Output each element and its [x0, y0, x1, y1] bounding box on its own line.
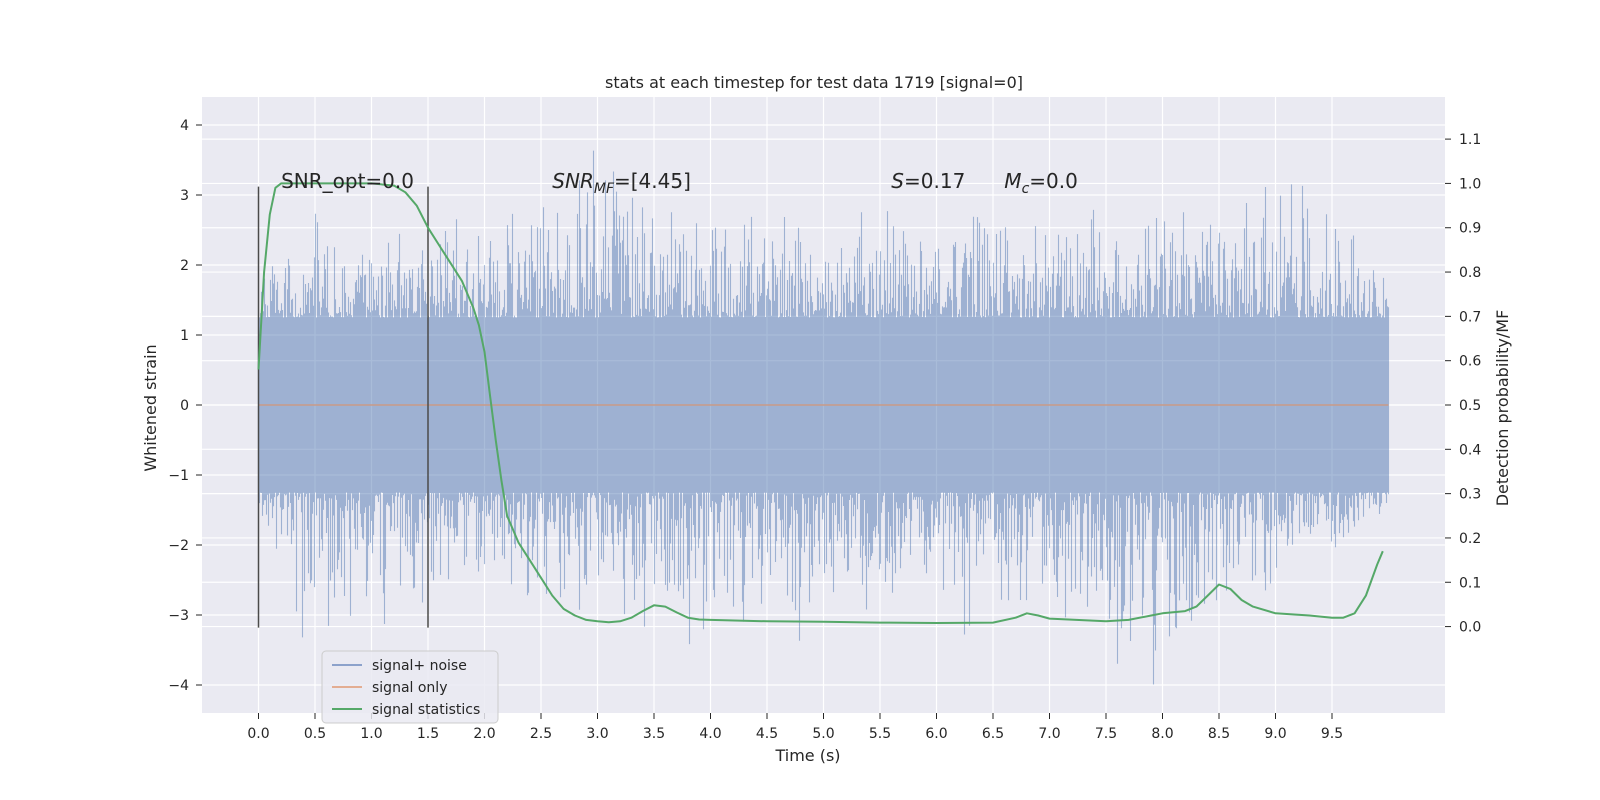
y-tick-label: 4: [180, 118, 189, 134]
y-tick-label: −4: [168, 678, 189, 694]
y-tick-label: 1: [180, 328, 189, 344]
x-tick-label: 4.5: [756, 726, 778, 742]
x-tick-label: 9.5: [1321, 726, 1343, 742]
x-tick-label: 9.0: [1264, 726, 1286, 742]
x-axis-label: Time (s): [774, 746, 840, 765]
y-tick-label: −2: [168, 538, 189, 554]
x-tick-label: 8.5: [1208, 726, 1230, 742]
annotation: S=0.17: [891, 169, 965, 193]
y2-tick-label: 0.3: [1459, 487, 1481, 503]
y-axis-left: −4 −3 −2 −1 0 1 2 3 4: [168, 118, 202, 694]
legend-entry: signal statistics: [372, 702, 480, 718]
y-tick-label: 3: [180, 188, 189, 204]
y-tick-label: −1: [168, 468, 189, 484]
y-axis-right: 0.0 0.1 0.2 0.3 0.4 0.5 0.6 0.7 0.8 0.9 1.0 1.1: [1445, 132, 1481, 636]
x-tick-label: 5.5: [869, 726, 891, 742]
signal-statistics-line: [257, 182, 1384, 624]
x-tick-label: 6.0: [925, 726, 947, 742]
x-tick-label: 0.0: [247, 726, 269, 742]
y2-tick-label: 0.8: [1459, 265, 1481, 281]
x-tick-label: 4.0: [699, 726, 721, 742]
x-tick-label: 2.0: [473, 726, 495, 742]
x-tick-label: 3.0: [586, 726, 608, 742]
x-axis: 0.0 0.5 1.0 1.5 2.0 2.5 3.0 3.5 4.0 4.5 5.0 5.5 6.0 6…: [247, 713, 1343, 742]
y2-tick-label: 0.4: [1459, 442, 1481, 458]
annotation: SNR_opt=0.0: [281, 169, 414, 193]
chart-title: stats at each timestep for test data 171…: [605, 73, 1023, 92]
y2-tick-label: 0.0: [1459, 620, 1481, 636]
annotation: SNRMF=[4.45]: [552, 169, 691, 197]
y-tick-label: 0: [180, 398, 189, 414]
y2-tick-label: 1.0: [1459, 176, 1481, 192]
signal-statistics-series: [257, 182, 1384, 624]
y2-tick-label: 0.6: [1459, 354, 1481, 370]
y2-tick-label: 0.5: [1459, 398, 1481, 414]
legend: signal+ noise signal only signal statistic…: [321, 650, 499, 724]
x-tick-label: 2.5: [530, 726, 552, 742]
legend-entry: signal only: [372, 680, 447, 696]
y-tick-label: 2: [180, 258, 189, 274]
x-tick-label: 5.0: [812, 726, 834, 742]
y-tick-label: −3: [168, 608, 189, 624]
y2-tick-label: 0.9: [1459, 221, 1481, 237]
y-axis-label: Whitened strain: [141, 344, 160, 471]
annotations: SNR_opt=0.0 SNRMF=[4.45] S=0.17 Mc=0.0: [281, 169, 1078, 197]
y2-tick-label: 0.1: [1459, 575, 1481, 591]
x-tick-label: 1.5: [417, 726, 439, 742]
legend-entry: signal+ noise: [372, 658, 467, 674]
y2-tick-label: 1.1: [1459, 132, 1481, 148]
y2-tick-label: 0.2: [1459, 531, 1481, 547]
x-tick-label: 7.5: [1095, 726, 1117, 742]
annotation: Mc=0.0: [1004, 169, 1078, 197]
y2-axis-label: Detection probability/MF: [1493, 310, 1512, 507]
vertical-markers: [257, 186, 429, 628]
x-tick-label: 1.0: [360, 726, 382, 742]
x-tick-label: 8.0: [1151, 726, 1173, 742]
x-tick-label: 7.0: [1038, 726, 1060, 742]
x-tick-label: 6.5: [982, 726, 1004, 742]
x-tick-label: 3.5: [643, 726, 665, 742]
y2-tick-label: 0.7: [1459, 309, 1481, 325]
x-tick-label: 0.5: [304, 726, 326, 742]
legend-box: [321, 650, 499, 724]
